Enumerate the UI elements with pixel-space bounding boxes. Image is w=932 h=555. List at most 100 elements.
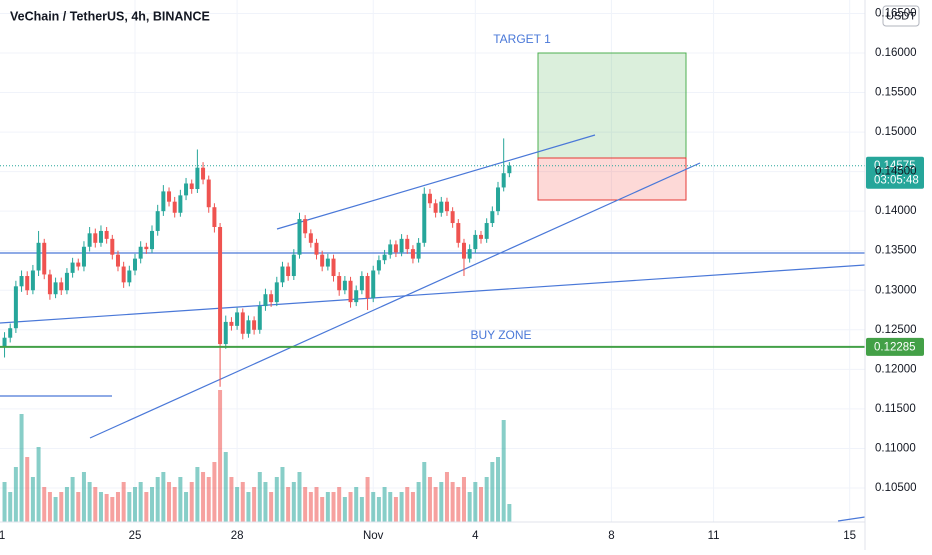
candle-body — [93, 233, 98, 243]
volume-bar — [70, 477, 75, 522]
candle-body — [507, 165, 512, 174]
currency-label[interactable]: USDT — [886, 10, 916, 22]
candle-body — [223, 321, 228, 345]
volume-bar — [13, 467, 18, 522]
candle-body — [36, 242, 41, 271]
candle-body — [70, 262, 75, 273]
candle-layer — [2, 138, 512, 387]
candle-body — [410, 249, 415, 259]
x-tick-label: 11 — [708, 530, 720, 542]
x-tick-label: 8 — [608, 530, 614, 542]
volume-bar — [110, 497, 115, 522]
candle-body — [308, 233, 313, 243]
chart-title: VeChain / TetherUS, 4h, BINANCE — [10, 9, 210, 23]
volume-bar — [348, 492, 353, 522]
volume-bar — [507, 504, 512, 522]
volume-bar — [376, 497, 381, 522]
volume-bar — [155, 477, 160, 522]
candle-body — [76, 262, 81, 267]
buy-zone-tag — [866, 337, 924, 356]
candle-body — [405, 238, 410, 250]
volume-bar — [25, 457, 30, 522]
candle-body — [155, 211, 160, 231]
candle-body — [416, 242, 421, 259]
candle-body — [19, 276, 24, 287]
volume-bar — [47, 492, 52, 522]
volume-bar — [240, 482, 245, 522]
target-label: TARGET 1 — [493, 32, 551, 46]
candle-body — [206, 179, 211, 208]
volume-bar — [36, 447, 41, 522]
candle-body — [444, 201, 449, 212]
candle-body — [201, 167, 206, 180]
candle-body — [371, 270, 376, 299]
candle-body — [195, 167, 200, 190]
candle-body — [218, 226, 223, 345]
candle-body — [2, 337, 7, 348]
candle-body — [229, 321, 234, 326]
stop-box — [537, 157, 687, 201]
volume-layer — [2, 390, 512, 522]
candle-body — [342, 280, 347, 291]
volume-bar — [212, 462, 217, 522]
volume-bar — [235, 487, 240, 522]
candle-body — [167, 191, 172, 202]
candle-body — [456, 223, 461, 243]
candle-body — [269, 294, 274, 303]
volume-bar — [184, 492, 189, 522]
volume-bar — [354, 487, 359, 522]
volume-bar — [467, 492, 472, 522]
volume-bar — [393, 497, 398, 522]
volume-bar — [422, 462, 427, 522]
candle-body — [25, 276, 30, 291]
y-tick-label: 0.11500 — [875, 403, 916, 415]
candle-body — [320, 254, 325, 267]
x-tick-label: 25 — [129, 530, 142, 542]
y-tick-label: 0.14000 — [875, 205, 917, 217]
candle-body — [382, 254, 387, 261]
candle-body — [337, 276, 342, 291]
candle-body — [178, 195, 183, 213]
candle-body — [59, 282, 64, 291]
candle-body — [274, 282, 279, 303]
volume-bar — [132, 487, 137, 522]
candle-body — [252, 320, 257, 330]
grid — [0, 0, 865, 522]
candle-body — [30, 270, 35, 291]
volume-bar — [19, 414, 24, 522]
volume-bar — [444, 472, 449, 522]
candle-body — [47, 274, 52, 295]
y-tick-label: 0.15000 — [875, 126, 917, 138]
volume-bar — [30, 477, 35, 522]
candle-body — [8, 328, 13, 338]
volume-bar — [308, 492, 313, 522]
currency-box[interactable] — [882, 5, 920, 27]
volume-bar — [8, 492, 13, 522]
candle-body — [393, 244, 398, 253]
volume-bar — [104, 494, 109, 522]
candle-body — [240, 312, 245, 334]
volume-bar — [229, 477, 234, 522]
volume-bar — [427, 477, 432, 522]
candle-body — [104, 230, 109, 239]
volume-bar — [189, 482, 194, 522]
x-tick-label: 28 — [231, 530, 244, 542]
candle-body — [127, 270, 132, 283]
volume-bar — [473, 482, 478, 522]
volume-bar — [501, 420, 506, 522]
volume-bar — [167, 482, 172, 522]
volume-bar — [2, 482, 7, 522]
candle-body — [303, 219, 308, 234]
candle-body — [291, 254, 296, 277]
trendline — [837, 516, 865, 522]
volume-bar — [450, 482, 455, 522]
volume-bar — [337, 487, 342, 522]
volume-bar — [263, 482, 268, 522]
countdown: 03:05:48 — [874, 175, 919, 187]
profit-box — [537, 52, 687, 159]
candle-body — [359, 276, 364, 291]
candle-body — [286, 266, 291, 277]
candle-body — [161, 191, 166, 212]
candle-body — [110, 238, 115, 255]
volume-bar — [331, 492, 336, 522]
